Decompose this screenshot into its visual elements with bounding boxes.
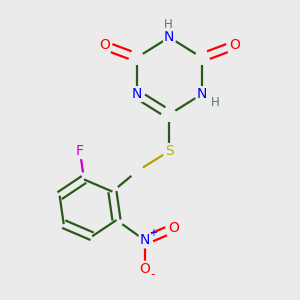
Text: H: H (211, 96, 219, 109)
Text: O: O (229, 38, 240, 52)
Text: +: + (149, 228, 157, 238)
Text: F: F (76, 144, 84, 158)
Text: N: N (164, 30, 175, 44)
Text: N: N (140, 233, 150, 248)
Text: O: O (168, 221, 179, 235)
Text: S: S (165, 144, 174, 158)
Text: H: H (164, 18, 173, 31)
Text: O: O (140, 262, 150, 276)
Text: -: - (151, 268, 155, 281)
Text: O: O (99, 38, 110, 52)
Text: N: N (132, 87, 142, 101)
Text: N: N (196, 87, 207, 101)
